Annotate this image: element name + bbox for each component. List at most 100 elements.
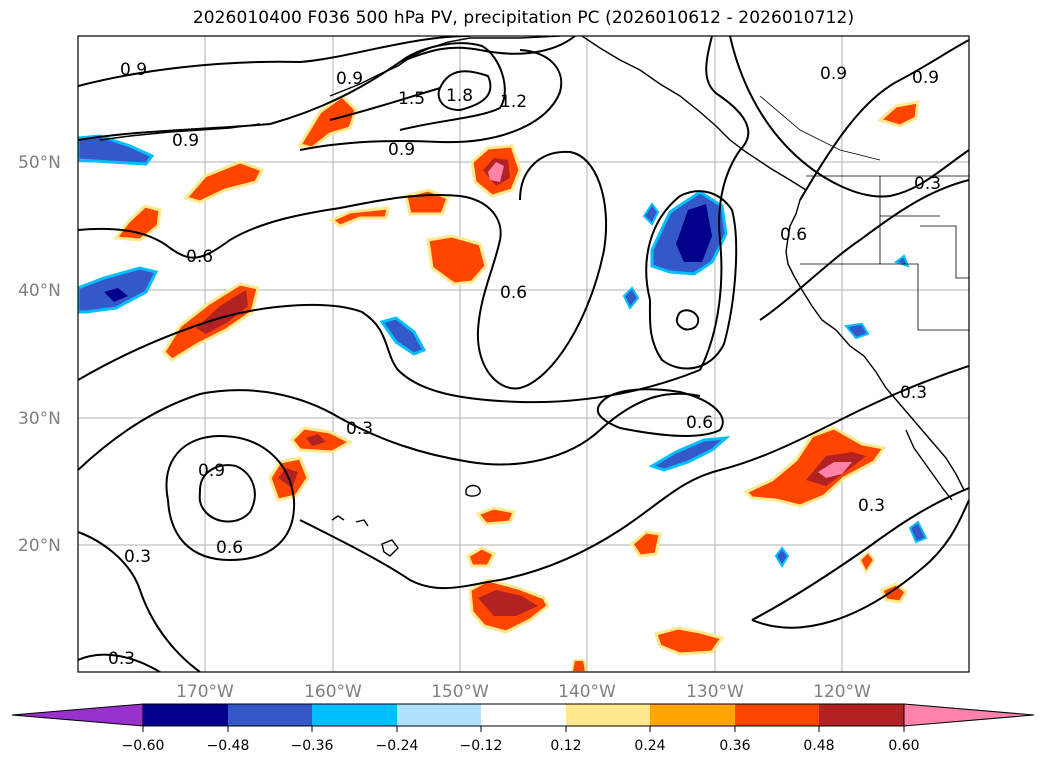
- colorbar-segment: [397, 704, 481, 726]
- colorbar-segment: [566, 704, 650, 726]
- contour-label: 0.3: [900, 383, 927, 403]
- precip-area-mid-pacific-peak: [488, 162, 504, 182]
- contour-1-8: [437, 70, 492, 112]
- lon-label: 170°W: [176, 682, 234, 702]
- contour-0-3-bottom: [78, 653, 161, 672]
- colorbar-segment: [228, 704, 312, 726]
- precip-neg-east-small-1: [642, 202, 660, 226]
- precip-neg-tropic: [648, 436, 731, 472]
- plot-frame: [77, 35, 970, 673]
- precip-area-subtropic-1-inner: [306, 434, 326, 446]
- gridlines: [78, 36, 969, 672]
- plot-background: [78, 36, 969, 672]
- precip-area-southeast-2: [858, 550, 876, 574]
- lat-label: 50°N: [18, 153, 61, 173]
- precip-positive-regions: [113, 94, 920, 672]
- precip-negative-regions: [78, 134, 928, 568]
- contour-label: 0.3: [108, 649, 135, 669]
- colorbar-tick-label: 0.48: [803, 738, 834, 754]
- contour-label: 0.6: [686, 413, 713, 433]
- precip-area-south-core-inner: [478, 590, 538, 616]
- precip-area-southeast: [880, 582, 908, 604]
- colorbar-tick-label: 0.36: [719, 738, 750, 754]
- contour-0-6-loop: [645, 190, 738, 370]
- latitude-axis: 50°N 40°N 30°N 20°N: [18, 153, 61, 556]
- precip-neg-northwest: [78, 134, 155, 166]
- contour-label: 0.9: [172, 131, 199, 151]
- lat-label: 30°N: [18, 409, 61, 429]
- coastlines: [99, 36, 965, 557]
- contour-label: 0.3: [124, 547, 151, 567]
- precip-area-subtropic-3: [475, 506, 517, 526]
- border-states-4: [920, 225, 969, 279]
- contour-0-3-tropic-west: [78, 531, 201, 672]
- lat-label: 40°N: [18, 281, 61, 301]
- contour-0-3-big-south: [299, 365, 969, 590]
- contour-0-3-southeast: [751, 487, 969, 621]
- precip-area-bottom-edge: [570, 659, 588, 672]
- contour-0-9-north: [78, 36, 471, 87]
- colorbar-segment: [143, 704, 228, 726]
- contour-0-9-northeast: [799, 39, 969, 201]
- colorbar-segment: [312, 704, 397, 726]
- contour-small-loop: [675, 309, 700, 331]
- lon-label: 160°W: [304, 682, 362, 702]
- contour-label: 0.9: [388, 140, 415, 160]
- colorbar-tick-label: 0.60: [888, 738, 919, 754]
- precip-area-subtropic-4: [466, 546, 497, 568]
- coastline-british-columbia: [785, 189, 837, 331]
- contour-label: 0.3: [914, 174, 941, 194]
- precip-neg-small-east: [774, 546, 790, 568]
- colorbar-tick-label: 0.24: [634, 738, 665, 754]
- lat-label: 20°N: [18, 536, 61, 556]
- colorbar-tick-label: −0.60: [122, 738, 165, 754]
- contour-label: 1.8: [446, 86, 473, 106]
- colorbar-segment: [819, 704, 904, 726]
- contour-label: 0.6: [500, 283, 527, 303]
- colorbar-tick-label: −0.48: [207, 738, 250, 754]
- contour-label: 0.6: [780, 225, 807, 245]
- colorbar: −0.60 −0.48 −0.36 −0.24 −0.12 0.12 0.24 …: [11, 703, 1035, 754]
- colorbar-tick-label: −0.24: [376, 738, 419, 754]
- contour-0-6-tropics: [596, 388, 724, 437]
- contour-label: 0.9: [912, 68, 939, 88]
- longitude-axis: 170°W 160°W 150°W 140°W 130°W 120°W: [176, 682, 871, 702]
- contour-0-9-second: [78, 36, 576, 141]
- contour-1-5: [329, 87, 441, 121]
- contour-0-9-loop: [299, 49, 563, 151]
- coastline-california: [835, 329, 965, 491]
- colorbar-ticks: [142, 726, 905, 732]
- contour-0-3-east: [729, 36, 969, 198]
- contour-label: 1.2: [500, 92, 527, 112]
- lon-label: 120°W: [813, 682, 871, 702]
- contour-0-3-south: [78, 389, 701, 471]
- lon-label: 150°W: [431, 682, 489, 702]
- precip-area-mid-pacific-3: [426, 234, 488, 286]
- contour-0-6-west: [78, 193, 502, 259]
- colorbar-tick-label: −0.12: [460, 738, 503, 754]
- contour-label: 0.6: [186, 247, 213, 267]
- contour-label: 0.3: [346, 419, 373, 439]
- colorbar-tick-label: 0.12: [550, 738, 581, 754]
- contour-0-3-west: [78, 303, 701, 404]
- colorbar-tick-label: −0.36: [291, 738, 334, 754]
- lon-label: 140°W: [558, 682, 616, 702]
- coastline-small-island: [465, 484, 481, 497]
- colorbar-extend-high: [903, 703, 1035, 727]
- colorbar-extend-low: [11, 703, 144, 727]
- border-states-2: [800, 263, 969, 331]
- precip-neg-east-core-inner: [676, 204, 712, 262]
- precip-neg-west-core: [104, 288, 128, 302]
- precip-area-alaska: [297, 94, 358, 150]
- precip-area-mid-pacific-4: [329, 206, 390, 228]
- precip-area-east-band: [743, 426, 887, 508]
- precip-area-south-3: [630, 530, 662, 558]
- contour-0-6-east: [699, 36, 750, 371]
- colorbar-segment: [735, 704, 819, 726]
- plot-area: 0.9 0.9 0.9 0.9 1.5 1.8 1.2 0.9 0.9 0.3 …: [77, 35, 970, 673]
- contour-label: 0.3: [858, 496, 885, 516]
- political-borders: [759, 95, 969, 331]
- colorbar-segment: [481, 704, 566, 726]
- contour-0-3-southeast-2: [751, 499, 969, 629]
